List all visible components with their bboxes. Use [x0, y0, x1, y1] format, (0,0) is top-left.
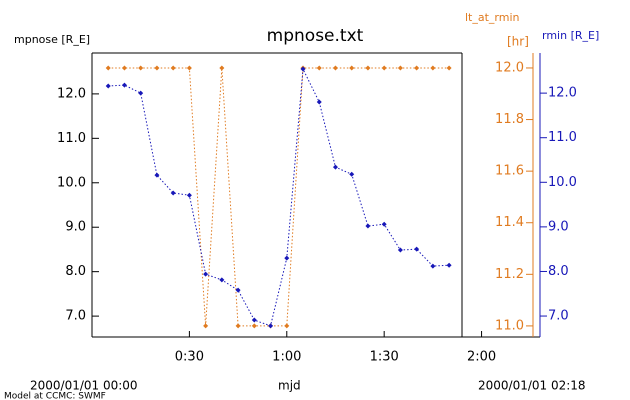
x-axis-label: mjd — [278, 379, 301, 393]
data-point — [154, 65, 160, 71]
series-line — [108, 67, 450, 327]
data-point — [219, 65, 225, 71]
x-tick-label: 1:00 — [272, 350, 301, 365]
y-tick-label: 7.0 — [65, 309, 86, 324]
data-point — [446, 262, 452, 268]
y2-tick-label: 11.2 — [495, 267, 524, 282]
y-tick-label: 8.0 — [65, 264, 86, 279]
data-point — [251, 323, 257, 329]
y-tick-label: 9.0 — [65, 220, 86, 235]
y3-tick-label: 10.0 — [548, 175, 577, 190]
y2-tick-label: 12.0 — [495, 60, 524, 75]
x-tick-label: 2:00 — [467, 350, 496, 365]
y3-tick-label: 12.0 — [548, 86, 577, 101]
data-point — [381, 65, 387, 71]
y3-axis-label: rmin [R_E] — [542, 29, 599, 42]
data-point — [414, 65, 420, 71]
y-tick-label: 11.0 — [57, 131, 86, 146]
data-point — [105, 83, 111, 89]
y2-unit: [hr] — [507, 35, 529, 49]
data-point — [381, 221, 387, 227]
data-point — [300, 66, 306, 72]
data-point — [203, 271, 209, 277]
y3-tick-label: 11.0 — [548, 130, 577, 145]
footer: Model at CCMC: SWMF — [4, 392, 106, 400]
data-point — [349, 65, 355, 71]
data-point — [414, 246, 420, 252]
y-tick-label: 10.0 — [57, 175, 86, 190]
data-point — [316, 99, 322, 105]
data-point — [235, 287, 241, 293]
data-point — [365, 223, 371, 229]
data-point — [284, 323, 290, 329]
data-point — [430, 263, 436, 269]
data-point — [397, 247, 403, 253]
data-point — [397, 65, 403, 71]
data-point — [121, 82, 127, 88]
data-point — [186, 192, 192, 198]
data-point — [251, 317, 257, 323]
data-point — [349, 171, 355, 177]
x-tick-label: 0:30 — [175, 350, 204, 365]
data-point — [105, 65, 111, 71]
data-point — [235, 323, 241, 329]
data-point — [138, 65, 144, 71]
y-axis-label: mpnose [R_E] — [14, 33, 90, 46]
data-point — [186, 65, 192, 71]
x-tick-label: 1:30 — [370, 350, 399, 365]
y2-tick-label: 11.8 — [495, 112, 524, 127]
y3-tick-label: 8.0 — [548, 264, 569, 279]
data-point — [170, 190, 176, 196]
y2-tick-label: 11.4 — [495, 215, 524, 230]
y2-tick-label: 11.0 — [495, 318, 524, 333]
data-point — [268, 323, 274, 329]
y3-tick-label: 9.0 — [548, 219, 569, 234]
data-point — [154, 172, 160, 178]
y2-tick-label: 11.6 — [495, 164, 524, 179]
data-point — [203, 323, 209, 329]
data-point — [170, 65, 176, 71]
y-tick-label: 12.0 — [57, 86, 86, 101]
data-point — [121, 65, 127, 71]
x-end-label: 2000/01/01 02:18 — [478, 379, 586, 393]
x-start-label: 2000/01/01 00:00 — [30, 379, 138, 393]
data-point — [284, 255, 290, 261]
y2-axis-label: lt_at_rmin — [465, 11, 520, 24]
data-point — [332, 65, 338, 71]
data-point — [332, 164, 338, 170]
data-point — [219, 277, 225, 283]
series-line — [108, 67, 450, 327]
data-point — [138, 90, 144, 96]
data-point — [446, 65, 452, 71]
data-point — [316, 65, 322, 71]
data-point — [430, 65, 436, 71]
data-point — [365, 65, 371, 71]
chart-title: mpnose.txt — [267, 26, 364, 46]
y3-tick-label: 7.0 — [548, 309, 569, 324]
